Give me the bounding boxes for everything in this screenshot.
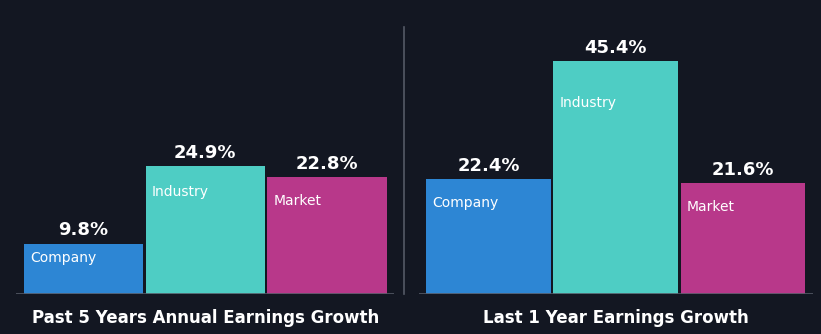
Text: 22.8%: 22.8% (296, 155, 359, 173)
Text: Market: Market (273, 194, 322, 208)
Bar (681, 183, 805, 294)
Bar (145, 166, 265, 294)
Bar (24, 243, 143, 294)
Bar (553, 61, 678, 294)
Text: Market: Market (687, 200, 735, 213)
Text: Industry: Industry (560, 96, 617, 110)
Text: 22.4%: 22.4% (457, 157, 520, 175)
Text: Company: Company (30, 251, 96, 265)
Text: 24.9%: 24.9% (174, 144, 236, 162)
Text: 45.4%: 45.4% (585, 38, 647, 56)
Text: Industry: Industry (152, 185, 209, 199)
Text: 9.8%: 9.8% (58, 221, 108, 239)
Bar (426, 179, 551, 294)
Text: Last 1 Year Earnings Growth: Last 1 Year Earnings Growth (483, 309, 749, 327)
Text: Past 5 Years Annual Earnings Growth: Past 5 Years Annual Earnings Growth (32, 309, 378, 327)
Text: 21.6%: 21.6% (712, 161, 774, 179)
Text: Company: Company (433, 196, 499, 210)
Bar (268, 177, 387, 294)
